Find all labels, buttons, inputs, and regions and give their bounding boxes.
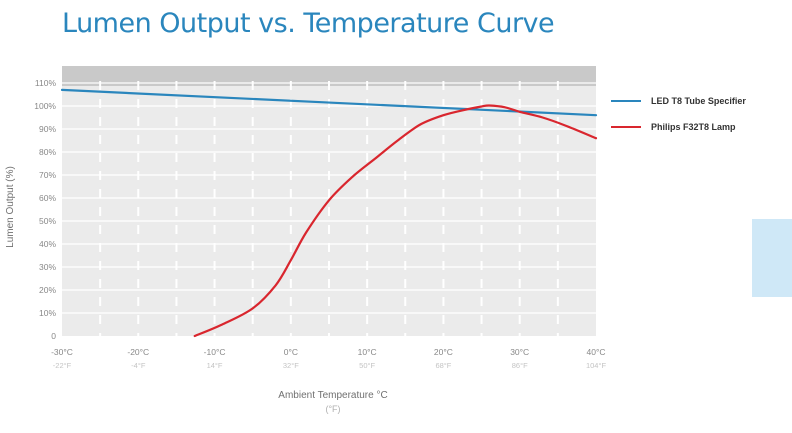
y-tick-label: 70%: [39, 170, 56, 180]
legend: LED T8 Tube Specifier Philips F32T8 Lamp: [611, 96, 746, 132]
series-line-led-t8: [60, 88, 598, 117]
y-tick-label: 100%: [34, 101, 56, 111]
y-tick-label: 90%: [39, 124, 56, 134]
y-tick-label: 10%: [39, 308, 56, 318]
series-line-philips-f32t8: [193, 104, 598, 338]
series-lines: [60, 88, 598, 338]
y-axis-label: Lumen Output (%): [5, 166, 16, 248]
x-tick-label-fahrenheit: 68°F: [435, 361, 451, 370]
y-tick-label: 110%: [35, 78, 57, 88]
x-tick-label: 10°C: [358, 347, 377, 357]
x-tick-label-fahrenheit: -22°F: [53, 361, 72, 370]
x-tick-label: 0°C: [284, 347, 298, 357]
y-tick-label: 20%: [39, 285, 56, 295]
y-tick-label: 60%: [39, 193, 56, 203]
y-tick-label: 0: [51, 331, 56, 341]
x-tick-label: -20°C: [127, 347, 149, 357]
x-axis-sublabel: (°F): [325, 404, 340, 414]
x-tick-label: 40°C: [587, 347, 606, 357]
x-tick-label-fahrenheit: 50°F: [359, 361, 375, 370]
y-tick-label: 40%: [39, 239, 56, 249]
y-tick-label: 30%: [39, 262, 56, 272]
chart-title: Lumen Output vs. Temperature Curve: [62, 8, 555, 39]
y-axis-ticks: 0 10% 20% 30% 40% 50% 60% 70% 80% 90% 100% 110%: [34, 78, 56, 341]
x-tick-label-fahrenheit: -4°F: [131, 361, 146, 370]
y-tick-label: 80%: [39, 147, 56, 157]
legend-label-led: LED T8 Tube Specifier: [651, 96, 746, 106]
grid: [62, 81, 596, 336]
side-panel-box: [752, 219, 792, 297]
x-tick-label-fahrenheit: 86°F: [512, 361, 528, 370]
x-tick-label: 30°C: [510, 347, 529, 357]
x-tick-label: -30°C: [51, 347, 73, 357]
x-axis-ticks: -30°C -22°F -20°C -4°F -10°C 14°F 0°C 32°F 10°C 5…: [51, 347, 606, 370]
legend-label-philips: Philips F32T8 Lamp: [651, 122, 736, 132]
x-tick-label-fahrenheit: 14°F: [207, 361, 223, 370]
y-tick-label: 50%: [39, 216, 56, 226]
x-axis-label: Ambient Temperature °C: [278, 390, 387, 401]
x-tick-label: 20°C: [434, 347, 453, 357]
x-tick-label-fahrenheit: 104°F: [586, 361, 607, 370]
plot-shade-band: [62, 66, 596, 86]
x-tick-label-fahrenheit: 32°F: [283, 361, 299, 370]
x-tick-label: -10°C: [204, 347, 226, 357]
